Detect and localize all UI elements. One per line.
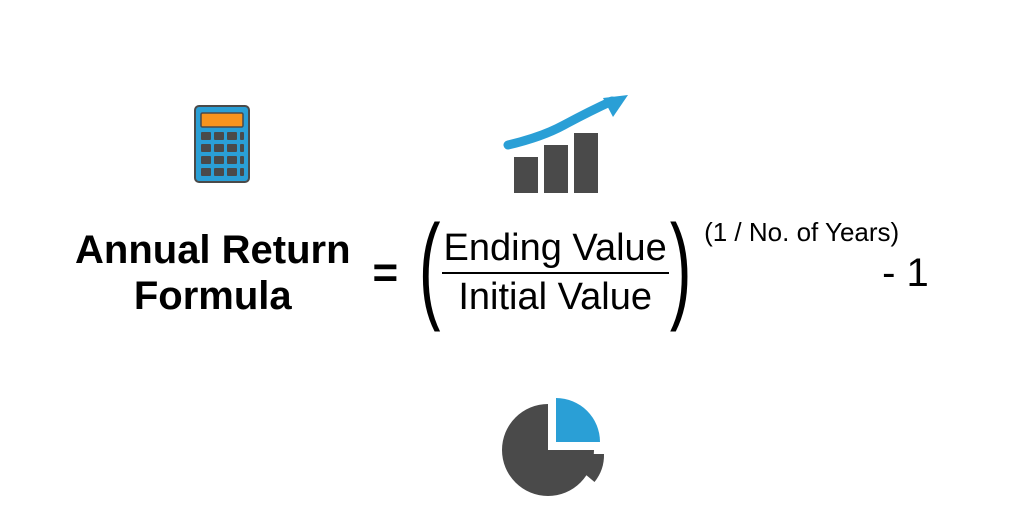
paren-close: ) [670,221,692,313]
pie-chart-icon [498,395,608,510]
calculator-icon [194,105,250,188]
fraction: Ending Value Initial Value [442,225,669,321]
label-line-1: Annual Return [75,227,351,273]
paren-open: ( [419,221,441,313]
exponent: (1 / No. of Years) [704,217,899,248]
growth-chart-icon [500,95,630,205]
equals-sign: = [373,251,399,295]
formula-label: Annual Return Formula [75,227,351,319]
numerator: Ending Value [442,225,669,272]
minus-one: - 1 [882,251,929,296]
label-line-2: Formula [75,273,351,319]
formula-infographic: Annual Return Formula = ( Ending Value I… [0,0,1024,526]
denominator: Initial Value [456,274,654,321]
formula-equation: Annual Return Formula = ( Ending Value I… [75,225,929,321]
